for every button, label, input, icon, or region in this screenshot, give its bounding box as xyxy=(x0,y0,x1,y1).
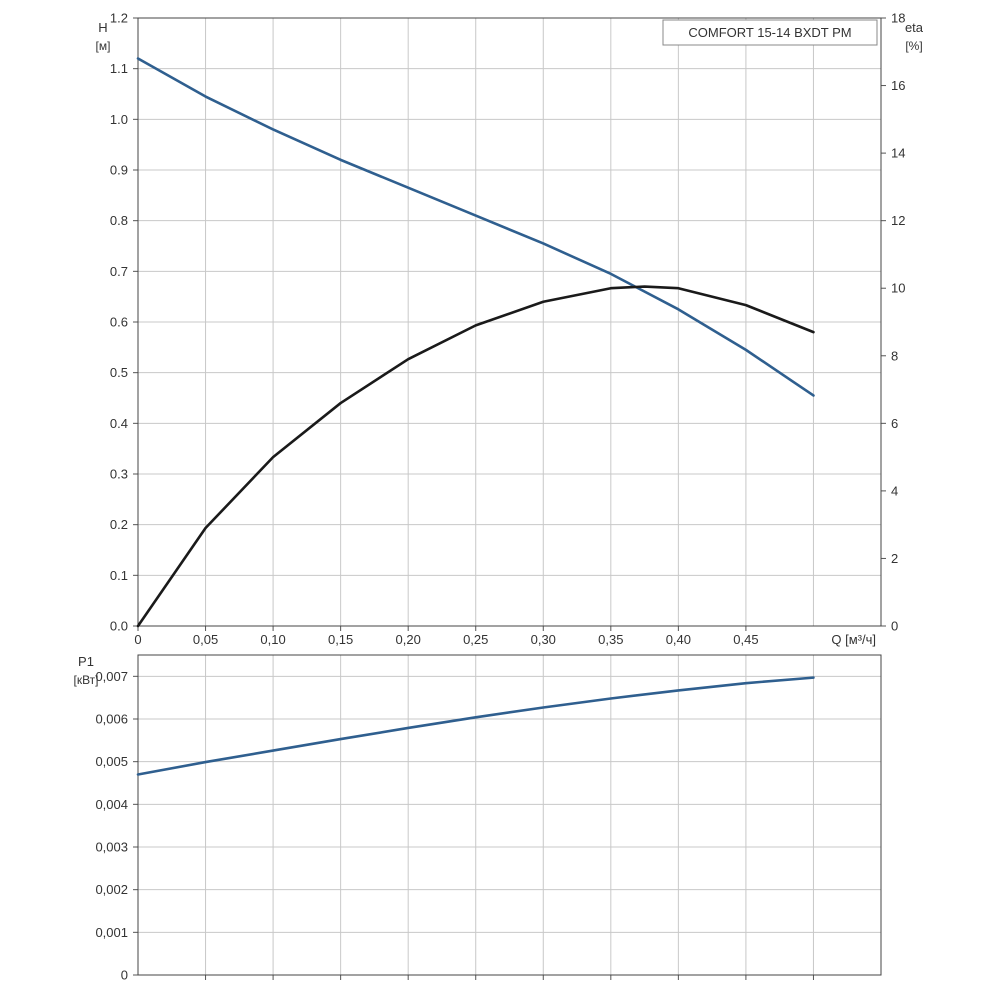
head-y-tick-label: 0.5 xyxy=(110,365,128,380)
head-axis-unit: [м] xyxy=(96,39,111,53)
power-y-tick-label: 0,007 xyxy=(95,669,128,684)
x-tick-label: 0,10 xyxy=(260,632,285,647)
power-y-tick-label: 0 xyxy=(121,968,128,983)
chart-title: COMFORT 15-14 BXDT PM xyxy=(688,25,851,40)
x-tick-label: 0,45 xyxy=(733,632,758,647)
bottom-plot-frame xyxy=(137,654,882,976)
head-y-tick-label: 0.0 xyxy=(110,619,128,634)
eta-y-tick-label: 0 xyxy=(891,619,898,634)
power-curve xyxy=(136,676,815,776)
head-y-tick-label: 0.8 xyxy=(110,213,128,228)
head-y-tick-label: 0.1 xyxy=(110,568,128,583)
power-y-tick-labels: 0 0,001 0,002 0,003 0,004 0,005 0,006 0,007 xyxy=(95,669,128,983)
eta-y-tick-label: 14 xyxy=(891,146,905,161)
power-axis-label: P1 xyxy=(78,654,94,669)
power-y-tick-label: 0,002 xyxy=(95,882,128,897)
eta-y-tick-label: 2 xyxy=(891,551,898,566)
eta-y-tick-label: 6 xyxy=(891,416,898,431)
eta-y-tick-label: 4 xyxy=(891,483,898,498)
power-axis-unit: [кВт] xyxy=(73,673,98,687)
x-tick-label: 0,30 xyxy=(531,632,556,647)
x-tick-label: 0,20 xyxy=(396,632,421,647)
x-tick-label: 0,05 xyxy=(193,632,218,647)
power-y-tick-label: 0,005 xyxy=(95,754,128,769)
head-y-tick-labels: 0.0 0.1 0.2 0.3 0.4 0.5 0.6 0.7 0.8 0.9 1.0 1.1 1.2 xyxy=(110,11,128,634)
chart-title-box xyxy=(662,19,878,46)
power-y-tick-label: 0,003 xyxy=(95,840,128,855)
head-y-tick-label: 0.3 xyxy=(110,467,128,482)
head-y-tick-label: 1.0 xyxy=(110,112,128,127)
top-curves xyxy=(136,57,815,628)
eta-y-tick-label: 8 xyxy=(891,348,898,363)
power-y-tick-label: 0,001 xyxy=(95,925,128,940)
eta-y-tick-labels: 0 2 4 6 8 10 12 14 16 18 xyxy=(891,11,905,634)
head-y-tick-label: 1.2 xyxy=(110,11,128,26)
head-y-tick-label: 0.9 xyxy=(110,163,128,178)
head-y-tick-label: 0.2 xyxy=(110,517,128,532)
eta-y-tick-label: 18 xyxy=(891,11,905,26)
eta-axis-unit: [%] xyxy=(905,39,922,53)
x-tick-label: 0 xyxy=(134,632,141,647)
eta-axis-label: eta xyxy=(905,20,924,35)
head-axis-label: H xyxy=(98,20,107,35)
power-y-tick-label: 0,006 xyxy=(95,712,128,727)
top-plot-frame xyxy=(137,17,882,627)
head-y-tick-label: 0.6 xyxy=(110,315,128,330)
x-tick-label: 0,15 xyxy=(328,632,353,647)
head-curve xyxy=(136,57,815,397)
bottom-curves xyxy=(136,676,815,776)
eta-y-tick-label: 10 xyxy=(891,281,905,296)
head-efficiency-panel: 0 0,05 0,10 0,15 0,20 0,25 0,30 0,35 0,40 0,45 0.… xyxy=(96,11,924,648)
efficiency-curve xyxy=(136,285,815,628)
eta-y-tick-label: 12 xyxy=(891,213,905,228)
power-y-tick-label: 0,004 xyxy=(95,797,128,812)
head-y-tick-label: 1.1 xyxy=(110,61,128,76)
eta-y-tick-label: 16 xyxy=(891,78,905,93)
flow-axis-label: Q [м³/ч] xyxy=(831,632,876,647)
x-tick-label: 0,25 xyxy=(463,632,488,647)
head-y-tick-label: 0.4 xyxy=(110,416,128,431)
x-tick-label: 0,40 xyxy=(666,632,691,647)
bottom-grid xyxy=(133,655,881,980)
head-y-tick-label: 0.7 xyxy=(110,264,128,279)
x-tick-label: 0,35 xyxy=(598,632,623,647)
top-x-tick-labels: 0 0,05 0,10 0,15 0,20 0,25 0,30 0,35 0,40 0,45 xyxy=(134,632,758,647)
